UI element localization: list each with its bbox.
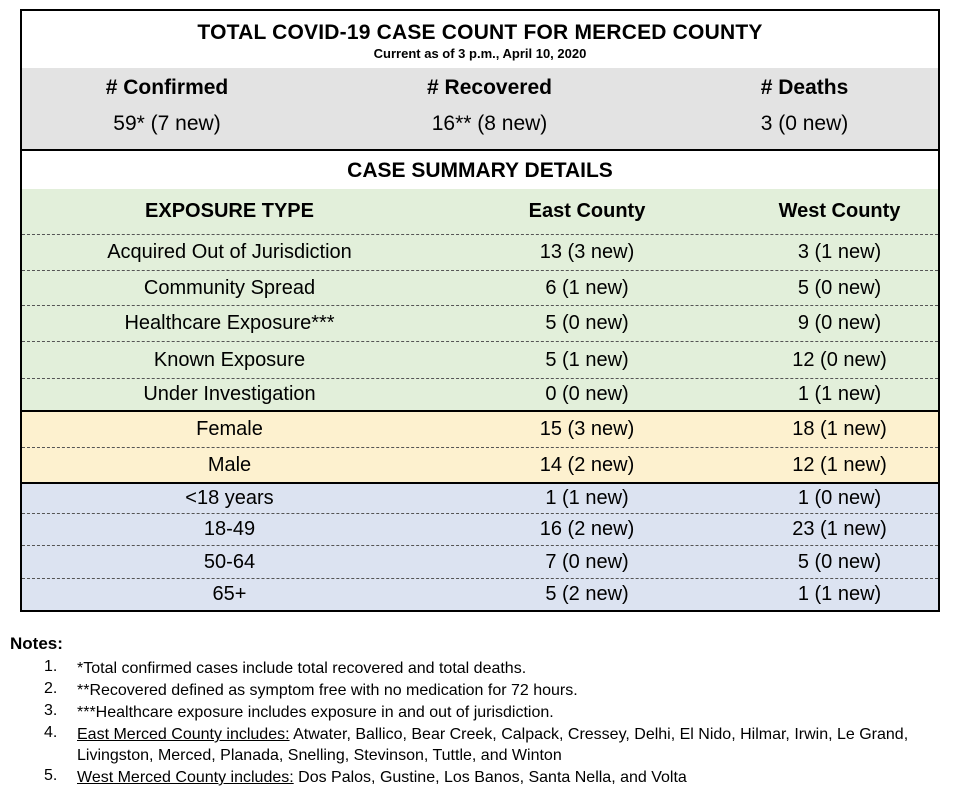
west-value: 5 (0 new) [797, 276, 882, 299]
header-east-county: East County [528, 200, 646, 222]
table-row: Acquired Out of Jurisdiction 13 (3 new) … [22, 235, 938, 271]
east-value: 14 (2 new) [539, 453, 635, 476]
table-row: Community Spread 6 (1 new) 5 (0 new) [22, 271, 938, 306]
note-text: East Merced County includes: Atwater, Ba… [77, 724, 937, 766]
east-value: 5 (2 new) [545, 583, 629, 605]
note-number: 2. [44, 680, 58, 697]
row-label: <18 years [185, 487, 274, 509]
west-value: 5 (0 new) [797, 550, 882, 573]
east-value: 1 (1 new) [545, 487, 629, 509]
note-lead: West Merced County includes: [77, 769, 294, 786]
gender-section: Female 15 (3 new) 18 (1 new) Male 14 (2 … [22, 412, 938, 482]
row-label: Under Investigation [143, 383, 316, 405]
case-count-table: TOTAL COVID-19 CASE COUNT FOR MERCED COU… [20, 9, 940, 612]
row-label: 18-49 [203, 518, 256, 540]
confirmed-value: 59* (7 new) [113, 112, 221, 135]
age-section: <18 years 1 (1 new) 1 (0 new) 18-49 16 (… [22, 484, 938, 610]
recovered-total: # Recovered 16** (8 new) [312, 68, 667, 149]
east-value: 15 (3 new) [539, 418, 635, 440]
deaths-value: 3 (0 new) [760, 112, 849, 135]
row-label: Healthcare Exposure*** [124, 312, 335, 334]
west-value: 18 (1 new) [792, 418, 887, 440]
table-subtitle: Current as of 3 p.m., April 10, 2020 [373, 46, 587, 61]
header-west-county: West County [778, 200, 901, 222]
west-value: 3 (1 new) [797, 241, 882, 263]
west-value: 23 (1 new) [792, 518, 887, 540]
east-value: 5 (0 new) [545, 312, 629, 334]
east-value: 7 (0 new) [545, 550, 629, 573]
note-body: Atwater, Ballico, Bear Creek, Calpack, C… [77, 726, 909, 764]
notes-title: Notes: [10, 634, 63, 653]
east-value: 13 (3 new) [539, 241, 635, 263]
table-row: Healthcare Exposure*** 5 (0 new) 9 (0 ne… [22, 306, 938, 342]
table-row: Male 14 (2 new) 12 (1 new) [22, 448, 938, 482]
recovered-value: 16** (8 new) [431, 112, 548, 135]
west-value: 12 (0 new) [792, 348, 887, 371]
note-lead: East Merced County includes: [77, 726, 290, 743]
east-value: 5 (1 new) [545, 348, 629, 371]
west-value: 1 (1 new) [797, 583, 882, 605]
note-body: Dos Palos, Gustine, Los Banos, Santa Nel… [293, 769, 687, 786]
row-label: Acquired Out of Jurisdiction [107, 241, 352, 263]
note-text: *Total confirmed cases include total rec… [77, 660, 527, 677]
note-text: ***Healthcare exposure includes exposure… [77, 704, 554, 721]
west-value: 1 (1 new) [797, 383, 882, 405]
row-label: 65+ [212, 583, 247, 605]
table-row: 50-64 7 (0 new) 5 (0 new) [22, 546, 938, 579]
divider [22, 149, 938, 151]
note-number: 3. [44, 702, 58, 719]
divider [22, 482, 938, 484]
summary-title: CASE SUMMARY DETAILS [22, 151, 938, 189]
table-row: 65+ 5 (2 new) 1 (1 new) [22, 579, 938, 610]
table-title: TOTAL COVID-19 CASE COUNT FOR MERCED COU… [197, 21, 763, 44]
row-label: 50-64 [203, 550, 256, 573]
note-text: **Recovered defined as symptom free with… [77, 682, 578, 699]
note-number: 1. [44, 658, 58, 675]
recovered-label: # Recovered [427, 76, 552, 99]
confirmed-total: # Confirmed 59* (7 new) [22, 68, 312, 149]
deaths-label: # Deaths [760, 76, 849, 99]
header-exposure-type: EXPOSURE TYPE [145, 200, 314, 222]
exposure-section: EXPOSURE TYPE East County West County Ac… [22, 189, 938, 410]
table-row: Under Investigation 0 (0 new) 1 (1 new) [22, 379, 938, 410]
deaths-total: # Deaths 3 (0 new) [667, 68, 942, 149]
east-value: 16 (2 new) [539, 518, 635, 540]
table-row: 18-49 16 (2 new) 23 (1 new) [22, 514, 938, 546]
title-block: TOTAL COVID-19 CASE COUNT FOR MERCED COU… [22, 11, 938, 68]
east-value: 0 (0 new) [545, 383, 629, 405]
divider [22, 410, 938, 412]
west-value: 1 (0 new) [797, 487, 882, 509]
table-row: Known Exposure 5 (1 new) 12 (0 new) [22, 342, 938, 379]
west-value: 9 (0 new) [797, 312, 882, 334]
row-label: Male [207, 453, 252, 476]
west-value: 12 (1 new) [792, 453, 887, 476]
row-label: Community Spread [143, 276, 316, 299]
column-header-row: EXPOSURE TYPE East County West County [22, 189, 938, 235]
row-label: Known Exposure [153, 348, 306, 371]
row-label: Female [196, 418, 263, 440]
east-value: 6 (1 new) [545, 276, 629, 299]
note-text: West Merced County includes: Dos Palos, … [77, 767, 937, 788]
table-row: <18 years 1 (1 new) 1 (0 new) [22, 484, 938, 514]
note-number: 5. [44, 767, 58, 784]
table-row: Female 15 (3 new) 18 (1 new) [22, 412, 938, 448]
confirmed-label: # Confirmed [105, 76, 229, 99]
totals-section: # Confirmed 59* (7 new) # Recovered 16**… [22, 68, 938, 149]
note-number: 4. [44, 724, 58, 741]
